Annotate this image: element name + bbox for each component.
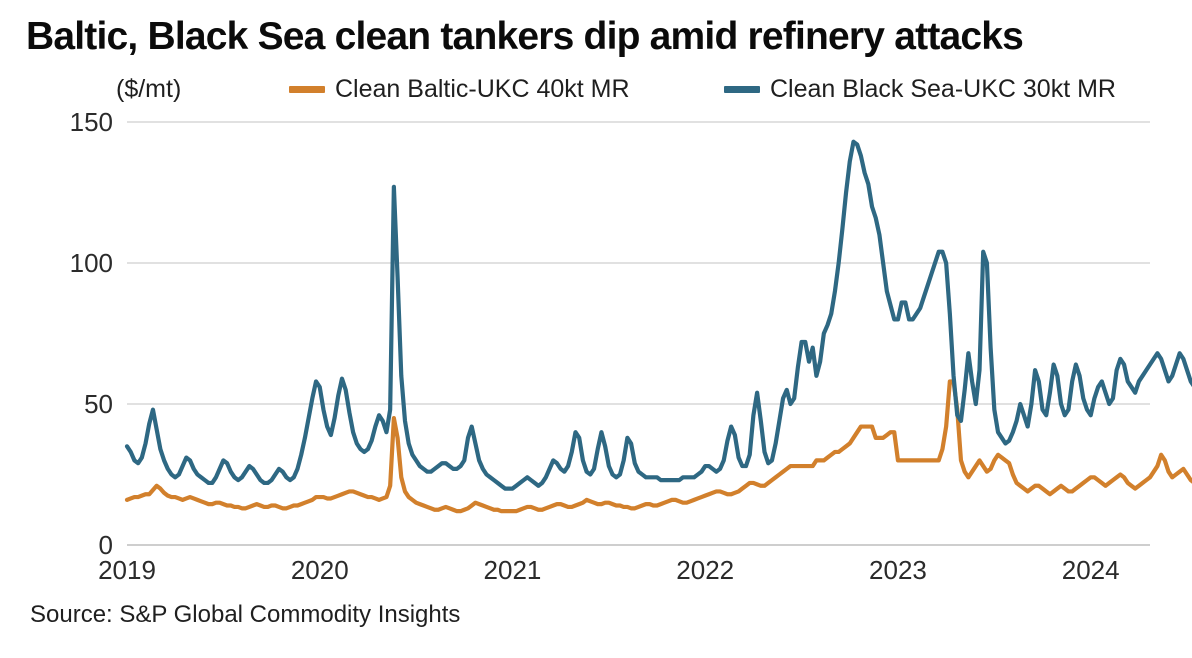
legend-swatch-baltic [289,85,325,93]
legend-swatch-black-sea [724,85,760,93]
x-tick-2022: 2022 [676,555,734,585]
y-axis-unit-label: ($/mt) [116,75,182,103]
legend-item-black-sea[interactable]: Clean Black Sea-UKC 30kt MR [724,74,1116,104]
series-line-clean-black-sea-ukc-30kt-mr [124,139,1192,491]
y-tick-50: 50 [84,389,113,419]
legend-label-baltic: Clean Baltic-UKC 40kt MR [335,75,630,103]
x-tick-2021: 2021 [484,555,542,585]
y-tick-150: 150 [70,107,113,137]
x-tick-labels: 2019 2020 2021 2022 2023 2024 [98,555,1120,585]
legend-item-baltic[interactable]: Clean Baltic-UKC 40kt MR [289,74,630,104]
page-title: Baltic, Black Sea clean tankers dip amid… [26,15,1024,58]
y-tick-100: 100 [70,248,113,278]
legend-label-black-sea: Clean Black Sea-UKC 30kt MR [770,75,1116,103]
x-tick-2020: 2020 [291,555,349,585]
gridlines [127,121,1150,546]
series-line-clean-baltic-ukc-40kt-mr [124,379,1192,514]
x-tick-2019: 2019 [98,555,156,585]
x-tick-2024: 2024 [1062,555,1120,585]
series-lines [124,139,1192,514]
y-tick-labels: 0 50 100 150 [70,107,113,560]
source-note: Source: S&P Global Commodity Insights [30,601,461,628]
x-tick-2023: 2023 [869,555,927,585]
y-tick-0: 0 [99,530,113,560]
legend: ($/mt) Clean Baltic-UKC 40kt MR Clean Bl… [116,74,1176,104]
